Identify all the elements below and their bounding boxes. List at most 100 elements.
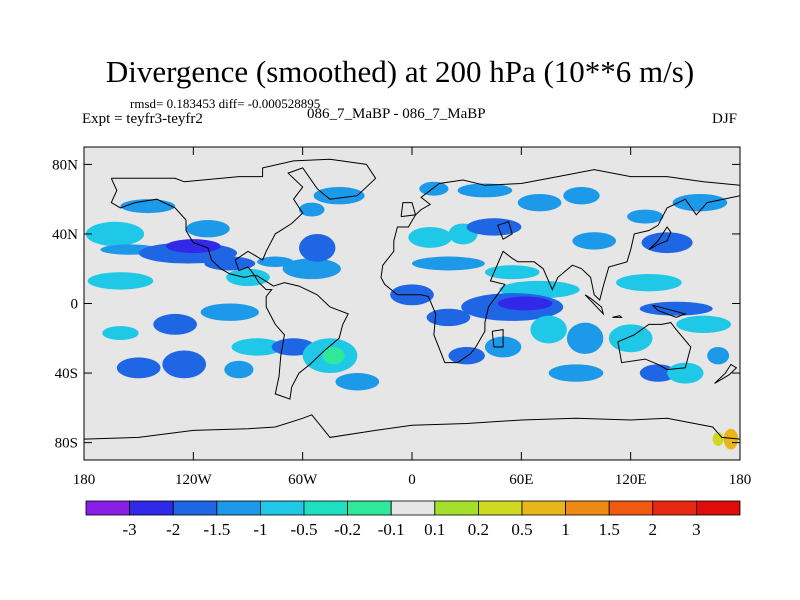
colorbar-swatch-2 bbox=[172, 500, 218, 516]
divergence-blob-39 bbox=[572, 232, 617, 250]
colorbar-label: 1 bbox=[561, 520, 570, 539]
colorbar-label: -1.5 bbox=[203, 520, 230, 539]
coastline-4 bbox=[491, 329, 504, 348]
lon-tick-label: 180 bbox=[73, 472, 96, 488]
colorbar-swatch-14 bbox=[696, 500, 741, 516]
plot-title: Divergence (smoothed) at 200 hPa (10**6 … bbox=[105, 54, 695, 89]
lon-tick-label: 0 bbox=[408, 472, 416, 488]
divergence-blob-24 bbox=[335, 373, 380, 391]
lat-tick-label: 80N bbox=[52, 157, 78, 173]
divergence-blob-33 bbox=[426, 308, 471, 327]
lon-tick-label: 180 bbox=[729, 472, 752, 488]
divergence-blob-50 bbox=[448, 346, 485, 365]
divergence-blob-12 bbox=[299, 202, 325, 217]
colorbar-label: 3 bbox=[692, 520, 701, 539]
colorbar-label: 1.5 bbox=[599, 520, 620, 539]
divergence-blob-43 bbox=[616, 273, 682, 292]
colorbar-label: -0.1 bbox=[378, 520, 405, 539]
coastline-1 bbox=[380, 169, 740, 364]
divergence-blob-29 bbox=[412, 256, 485, 271]
colorbar-swatch-9 bbox=[477, 500, 523, 516]
colorbar-label: 2 bbox=[649, 520, 658, 539]
colorbar-swatch-6 bbox=[347, 500, 392, 516]
lon-tick-label: 60E bbox=[509, 472, 533, 488]
divergence-blob-14 bbox=[153, 313, 197, 335]
divergence-blob-20 bbox=[224, 360, 254, 379]
divergence-blob-42 bbox=[672, 193, 728, 212]
divergence-blob-7 bbox=[204, 256, 256, 271]
divergence-blob-26 bbox=[419, 181, 449, 196]
divergence-blob-47 bbox=[566, 322, 604, 354]
divergence-blob-41 bbox=[641, 232, 693, 254]
divergence-blob-44 bbox=[639, 301, 713, 316]
coastline-6 bbox=[648, 226, 672, 251]
divergence-blob-53 bbox=[667, 362, 704, 384]
divergence-blob-48 bbox=[530, 315, 567, 344]
colorbar-swatch-1 bbox=[129, 500, 174, 516]
divergence-blob-6 bbox=[186, 220, 230, 238]
colorbar-label: 0.1 bbox=[424, 520, 445, 539]
divergence-blob-4 bbox=[166, 239, 221, 254]
colorbar-label: -0.5 bbox=[291, 520, 318, 539]
lon-tick-label: 60W bbox=[288, 472, 318, 488]
colorbar-label: -1 bbox=[253, 520, 267, 539]
colorbar-swatch-8 bbox=[434, 500, 479, 516]
divergence-blob-28 bbox=[466, 218, 522, 236]
divergence-blob-45 bbox=[676, 315, 731, 334]
divergence-blob-54 bbox=[707, 346, 730, 365]
divergence-blob-55 bbox=[723, 428, 739, 450]
colorbar-label: -2 bbox=[166, 520, 180, 539]
colorbar-label: 0.2 bbox=[468, 520, 489, 539]
lat-tick-label: 40N bbox=[52, 227, 78, 243]
divergence-blob-40 bbox=[627, 209, 664, 224]
divergence-blob-11 bbox=[299, 233, 336, 262]
coastline-11 bbox=[497, 221, 513, 240]
run-label: 086_7_MaBP - 086_7_MaBP bbox=[307, 106, 486, 122]
colorbar-label: -0.2 bbox=[334, 520, 361, 539]
divergence-blob-18 bbox=[116, 357, 161, 379]
lat-tick-label: 80S bbox=[55, 436, 78, 452]
divergence-blob-17 bbox=[231, 338, 283, 356]
divergence-blob-9 bbox=[257, 256, 294, 267]
colorbar-swatch-3 bbox=[216, 500, 261, 516]
coastline-2 bbox=[617, 322, 692, 371]
colorbar-swatch-4 bbox=[259, 500, 305, 516]
season-label: DJF bbox=[712, 111, 738, 127]
experiment-label: Expt = teyfr3-teyfr2 bbox=[82, 111, 203, 127]
divergence-blob-13 bbox=[313, 186, 365, 205]
coastline-9 bbox=[612, 315, 623, 318]
colorbar-swatch-7 bbox=[390, 500, 436, 516]
coastline-8 bbox=[584, 294, 605, 316]
divergence-blob-25 bbox=[408, 226, 453, 248]
divergence-blob-52 bbox=[639, 364, 677, 382]
divergence-blob-15 bbox=[102, 326, 139, 341]
lon-tick-label: 120E bbox=[615, 472, 647, 488]
coastline-10 bbox=[652, 304, 687, 318]
divergence-blob-30 bbox=[484, 265, 540, 280]
stats-label: rmsd= 0.183453 diff= -0.000528895 bbox=[130, 96, 321, 111]
divergence-blob-38 bbox=[563, 186, 600, 205]
divergence-blob-56 bbox=[712, 432, 724, 447]
divergence-blob-10 bbox=[282, 258, 341, 280]
divergence-blob-5 bbox=[87, 272, 154, 290]
lat-tick-label: 40S bbox=[55, 366, 78, 382]
colorbar-swatch-10 bbox=[521, 500, 566, 516]
contour-fill-layer bbox=[85, 181, 739, 450]
coastline-0 bbox=[110, 158, 377, 400]
colorbar-swatch-11 bbox=[565, 500, 610, 516]
divergence-blob-37 bbox=[517, 193, 562, 212]
colorbar-swatch-12 bbox=[608, 500, 654, 516]
divergence-blob-0 bbox=[85, 221, 145, 247]
lon-tick-label: 120W bbox=[175, 472, 213, 488]
coastline-layer bbox=[84, 158, 740, 440]
colorbar-label: 0.5 bbox=[511, 520, 532, 539]
coastline-3 bbox=[84, 414, 740, 440]
divergence-blob-8 bbox=[226, 268, 270, 287]
divergence-blob-57 bbox=[688, 433, 700, 445]
colorbar-swatch-0 bbox=[85, 500, 130, 516]
colorbar-label: -3 bbox=[123, 520, 137, 539]
divergence-blob-16 bbox=[200, 303, 259, 321]
divergence-blob-35 bbox=[497, 296, 553, 311]
divergence-blob-2 bbox=[120, 199, 176, 214]
